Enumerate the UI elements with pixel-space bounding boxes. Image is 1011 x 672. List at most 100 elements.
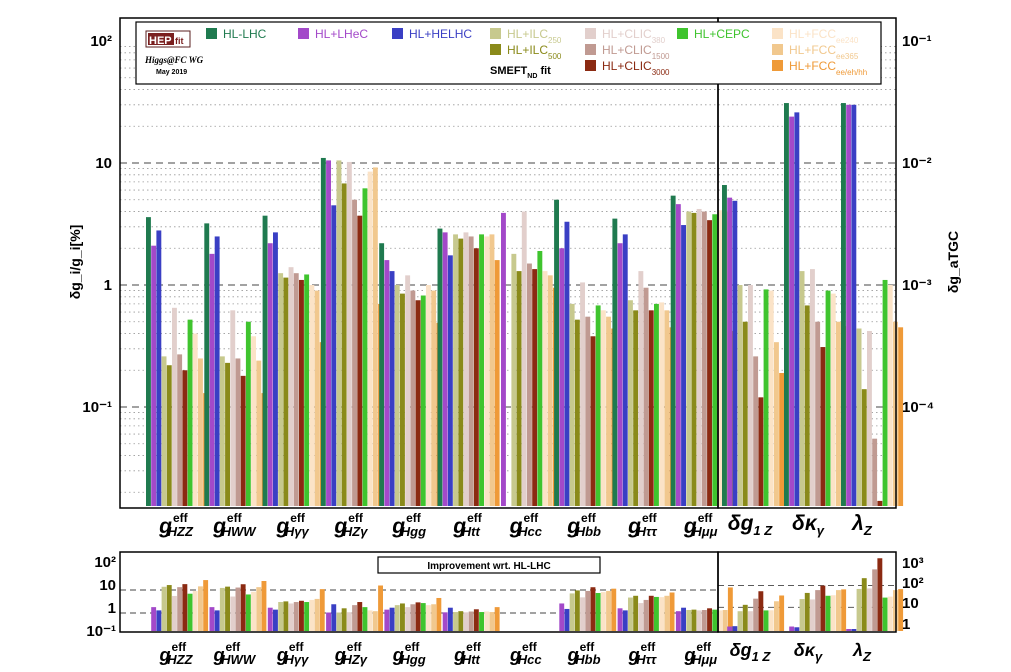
- bar-hl-fcc-ee365: [372, 167, 378, 506]
- improvement-bar: [326, 612, 331, 631]
- bar-hl-clic-1500: [585, 316, 591, 506]
- imp-x-tick-label: geff Hcc: [509, 640, 542, 667]
- x-tick-label: geff Htt: [452, 511, 482, 539]
- improvement-bar: [643, 599, 649, 631]
- improvement-bar: [732, 626, 738, 631]
- bar-hl-helhc: [732, 200, 738, 506]
- improvement-bar: [727, 587, 733, 631]
- logo-date: May 2019: [156, 69, 187, 76]
- imp-x-tick-label: geff Hbb: [567, 640, 601, 667]
- improvement-bar: [400, 603, 405, 631]
- improvement-bar: [177, 587, 183, 631]
- bar-hl-lhec: [675, 204, 681, 506]
- improvement-bar: [336, 612, 342, 631]
- legend-label: HL+CLIC380: [602, 27, 666, 45]
- y-tick-labels-right: 10⁻¹ 10⁻² 10⁻³ 10⁻⁴: [902, 33, 934, 416]
- imp-x-tick-label-atgc: δκγ: [794, 640, 823, 664]
- improvement-bar: [774, 601, 779, 631]
- x-tick-label: geff Hcc: [509, 511, 543, 539]
- improvement-bar: [789, 626, 795, 631]
- improvement-bar: [779, 595, 785, 631]
- bar-hl-lhec: [846, 104, 852, 507]
- improvement-bar: [669, 592, 675, 631]
- improvement-bar: [357, 602, 363, 631]
- improvement-bar: [426, 605, 431, 631]
- improvement-bar: [251, 591, 256, 631]
- bar-hl-helhc: [389, 271, 395, 506]
- bar-hl-ilc-250: [219, 356, 225, 506]
- bar-hl-lhc: [554, 199, 559, 507]
- imp-x-tick-label: geff Hμμ: [683, 640, 717, 667]
- improvement-title: Improvement wrt. HL-LHC: [427, 561, 550, 572]
- improvement-bar: [675, 611, 681, 631]
- hepfit-logo: HEP fit Higgs@FC WG May 2019: [144, 30, 204, 76]
- bar-hl-clic-1500: [410, 290, 416, 506]
- imp-y-right-tick-label: 10: [902, 595, 919, 612]
- bar-hl-lhc: [320, 157, 326, 507]
- bar-hl-lhec: [501, 212, 506, 506]
- bar-hl-clic-3000: [820, 347, 826, 506]
- x-tick-label: geff HZγ: [333, 511, 368, 539]
- bar-hl-fcc-ee365: [606, 316, 611, 506]
- imp-y-tick-label: 10: [99, 577, 116, 594]
- improvement-bar: [267, 607, 273, 631]
- improvement-bar: [564, 608, 570, 631]
- improvement-bar: [820, 585, 826, 631]
- improvement-bar: [410, 604, 416, 631]
- improvement-bar: [841, 589, 847, 631]
- bar-hl-clic-3000: [648, 310, 654, 506]
- bar-hl-ilc-250: [628, 300, 633, 506]
- improvement-bar: [872, 569, 878, 631]
- improvement-bar: [887, 596, 893, 631]
- improvement-bar: [389, 607, 395, 631]
- improvement-bar: [161, 586, 167, 631]
- improvement-bar: [494, 607, 500, 631]
- bar-hl-cepc: [595, 305, 601, 506]
- improvement-y-tick-labels-left: 10² 10 1 10⁻¹: [86, 554, 116, 640]
- bar-hl-clic-380: [172, 307, 177, 506]
- improvement-bar: [696, 610, 702, 631]
- x-tick-label: geff Hττ: [627, 511, 657, 539]
- improvement-bar: [235, 587, 241, 631]
- improvement-bar: [288, 603, 294, 631]
- improvement-bar: [898, 589, 904, 631]
- imp-y-right-tick-label: 10²: [902, 575, 924, 592]
- bar-hl-clic-380: [580, 282, 585, 506]
- improvement-bar: [378, 585, 383, 631]
- imp-x-tick-label-atgc: δg1 Z: [730, 640, 772, 664]
- legend-label: HL+HELHC: [409, 27, 472, 41]
- bar-hl-ilc-500: [804, 305, 810, 506]
- bar-hl-clic-380: [346, 161, 352, 506]
- bar-hl-lhc: [262, 215, 268, 506]
- improvement-bar: [768, 610, 774, 631]
- bar-hl-lhec: [151, 245, 157, 506]
- improvement-bar: [825, 595, 831, 631]
- improvement-bar: [166, 585, 172, 631]
- improvement-bar: [707, 608, 712, 631]
- bar-hl-cepc: [187, 319, 193, 506]
- bar-hl-lhec: [727, 197, 733, 507]
- y-axis-label-right: δg_aTGC: [945, 231, 961, 293]
- bar-hl-clic-1500: [293, 273, 299, 506]
- bar-hl-fcc-ee240: [830, 293, 836, 506]
- bar-hl-lhc: [146, 217, 151, 506]
- improvement-bar: [151, 607, 157, 631]
- improvement-bar: [799, 599, 805, 631]
- improvement-bar: [442, 612, 448, 631]
- improvement-bar: [453, 612, 458, 631]
- improvement-bar: [431, 604, 437, 631]
- improvement-bar: [219, 587, 225, 631]
- y-tick-label: 1: [104, 277, 112, 294]
- bar-hl-clic-3000: [758, 397, 764, 506]
- bar-hl-cepc: [245, 321, 251, 506]
- improvement-bar: [686, 610, 692, 631]
- imp-x-tick-label: geff Hgg: [392, 640, 426, 667]
- y-right-tick-label: 10⁻⁴: [902, 399, 934, 416]
- improvement-bar: [737, 611, 743, 631]
- legend-item: HL+CLIC380: [585, 27, 666, 45]
- improvement-bar: [156, 610, 162, 631]
- improvement-bar: [405, 607, 411, 631]
- bar-hl-cepc: [825, 290, 831, 506]
- bar-hl-clic-3000: [357, 215, 363, 506]
- improvement-bar: [585, 590, 591, 631]
